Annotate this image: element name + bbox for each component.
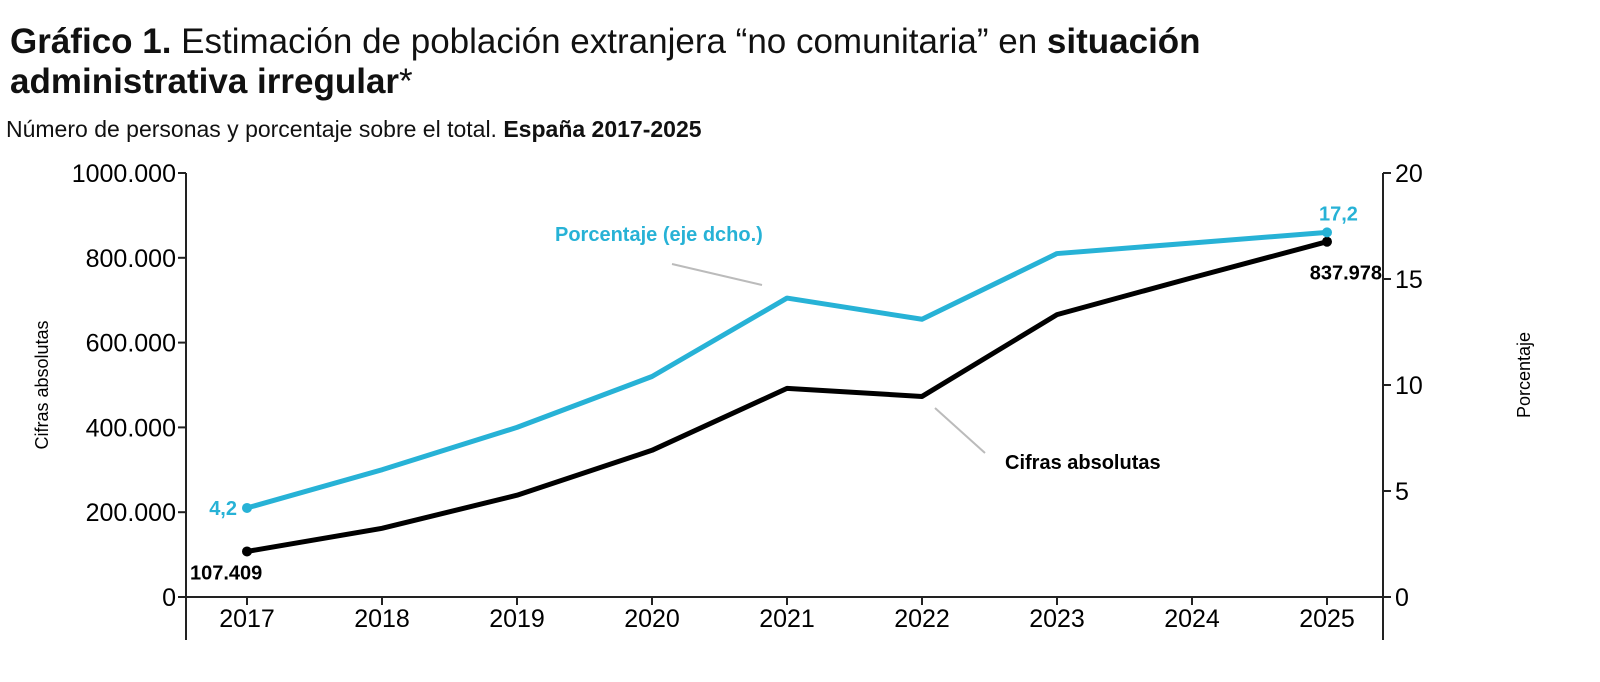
y-tick-label: 1000.000: [72, 160, 176, 188]
y-axis-label: Cifras absolutas: [32, 320, 52, 449]
y2-tick-label: 20: [1395, 160, 1423, 188]
x-tick-label: 2024: [1164, 605, 1220, 633]
y-tick-label: 200.000: [86, 499, 176, 527]
y2-axis-label: Porcentaje: [1514, 332, 1534, 418]
leader-line: [934, 407, 986, 454]
end-point: [1322, 227, 1332, 238]
x-tick-label: 2020: [624, 605, 680, 633]
data-label: 107.409: [190, 562, 262, 584]
subtitle-bold: España 2017-2025: [503, 116, 702, 142]
title-main: Estimación de población extranjera “no c…: [171, 22, 1047, 61]
subtitle-text: Número de personas y porcentaje sobre el…: [6, 116, 504, 142]
title-prefix: Gráfico 1.: [10, 22, 172, 61]
x-tick-label: 2019: [489, 605, 545, 633]
y2-tick-label: 0: [1395, 584, 1409, 612]
leader-line: [671, 263, 763, 286]
end-point: [1322, 236, 1332, 247]
chart-subtitle: Número de personas y porcentaje sobre el…: [6, 116, 702, 143]
x-tick-label: 2022: [894, 605, 950, 633]
data-label: 837.978: [1310, 263, 1382, 285]
chart-title: Gráfico 1. Estimación de población extra…: [10, 22, 1410, 102]
y2-tick-label: 10: [1395, 372, 1423, 400]
title-suffix: *: [399, 62, 413, 101]
y2-tick-label: 15: [1395, 266, 1423, 294]
title-bold: situación administrativa irregular: [10, 22, 1201, 101]
series-line-cifras: [246, 239, 1328, 554]
x-tick-label: 2025: [1299, 605, 1355, 633]
x-tick-label: 2023: [1029, 605, 1085, 633]
x-tick-label: 2018: [354, 605, 410, 633]
data-label: 4,2: [209, 498, 237, 520]
series-line-porcentaje: [246, 229, 1328, 511]
data-label: 17,2: [1319, 203, 1358, 225]
x-tick-label: 2017: [219, 605, 275, 633]
y-tick-label: 600.000: [86, 330, 176, 358]
y-tick-label: 800.000: [86, 245, 176, 273]
y-tick-label: 0: [162, 584, 176, 612]
end-point: [242, 502, 252, 513]
end-point: [242, 546, 252, 557]
x-tick-label: 2021: [759, 605, 815, 633]
y-tick-label: 400.000: [86, 414, 176, 442]
legend-label-cifras: Cifras absolutas: [1005, 452, 1161, 474]
y2-tick-label: 5: [1395, 478, 1409, 506]
legend-label-porcentaje: Porcentaje (eje dcho.): [555, 224, 763, 246]
